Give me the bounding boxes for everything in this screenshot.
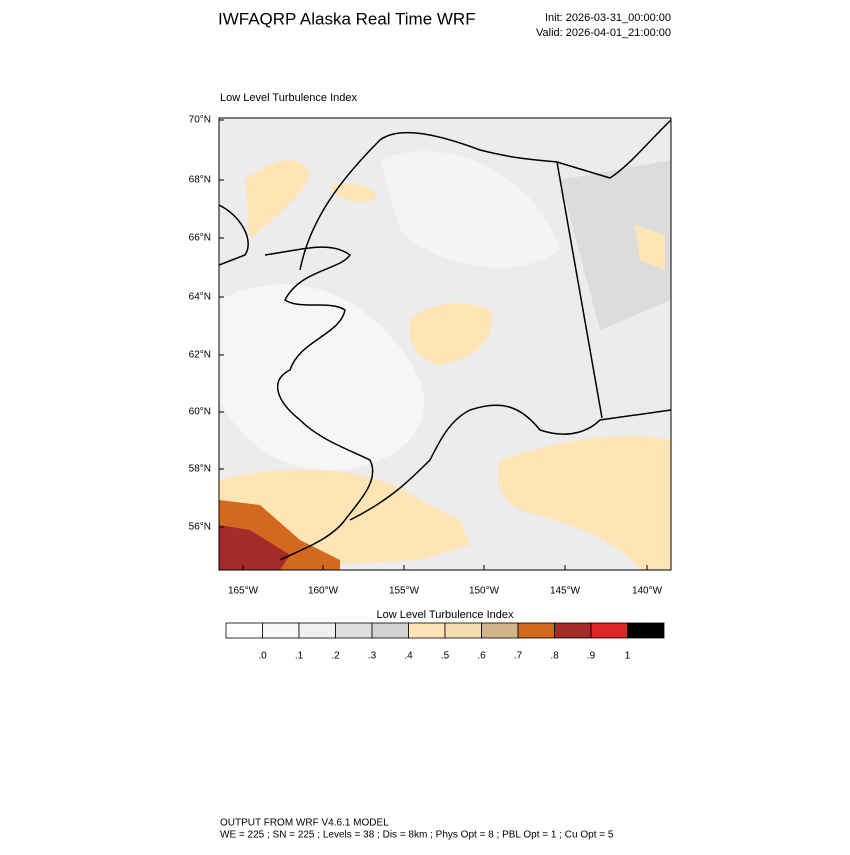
colorbar-box [590, 622, 628, 639]
lat-label: 68°N [189, 175, 211, 186]
valid-time: Valid: 2026-04-01_21:00:00 [536, 27, 671, 39]
colorbar-box [444, 622, 482, 639]
colorbar-box [371, 622, 409, 639]
map-frame [218, 117, 672, 571]
lat-label: 60°N [189, 407, 211, 418]
map-field [219, 118, 671, 570]
lat-label: 66°N [189, 233, 211, 244]
colorbar-label: .0 [258, 651, 267, 662]
colorbar-label: .2 [331, 651, 340, 662]
colorbar-box [627, 622, 665, 639]
lon-label: 150°W [469, 586, 500, 597]
colorbar-box [225, 622, 263, 639]
lon-label: 145°W [550, 586, 581, 597]
lat-label: 56°N [189, 522, 211, 533]
colorbar-label: 1 [625, 651, 631, 662]
colorbar-box [298, 622, 336, 639]
colorbar-label: .3 [368, 651, 377, 662]
lon-label: 160°W [308, 586, 339, 597]
colorbar-box [408, 622, 446, 639]
colorbar-label: .8 [550, 651, 559, 662]
colorbar-title: Low Level Turbulence Index [377, 609, 514, 621]
lat-label: 70°N [189, 115, 211, 126]
footer-line: OUTPUT FROM WRF V4.6.1 MODEL [220, 818, 389, 829]
title: IWFAQRP Alaska Real Time WRF [218, 9, 476, 28]
colorbar-label: .4 [404, 651, 413, 662]
colorbar-label: .1 [295, 651, 304, 662]
colorbar-box [262, 622, 300, 639]
footer-line: WE = 225 ; SN = 225 ; Levels = 38 ; Dis … [220, 830, 614, 841]
map-title: Low Level Turbulence Index [220, 92, 357, 104]
colorbar-label: .7 [514, 651, 523, 662]
lat-label: 58°N [189, 464, 211, 475]
axis-labels: 70°N 68°N 66°N 64°N 62°N 60°N 58°N 56°N 165°W 160… [189, 115, 663, 597]
lon-label: 165°W [228, 586, 259, 597]
colorbar-box [481, 622, 519, 639]
lat-label: 64°N [189, 292, 211, 303]
colorbar-label: .6 [477, 651, 486, 662]
lon-label: 140°W [632, 586, 663, 597]
colorbar-label: .9 [587, 651, 596, 662]
colorbar-box [335, 622, 373, 639]
lat-label: 62°N [189, 350, 211, 361]
colorbar-label: .5 [441, 651, 450, 662]
lon-label: 155°W [389, 586, 420, 597]
colorbar-box [554, 622, 592, 639]
colorbar-box [517, 622, 555, 639]
init-time: Init: 2026-03-31_00:00:00 [545, 12, 671, 24]
colorbar: .0 .1 .2 .3 .4 .5 .6 .7 .8 .9 1 [225, 622, 665, 662]
